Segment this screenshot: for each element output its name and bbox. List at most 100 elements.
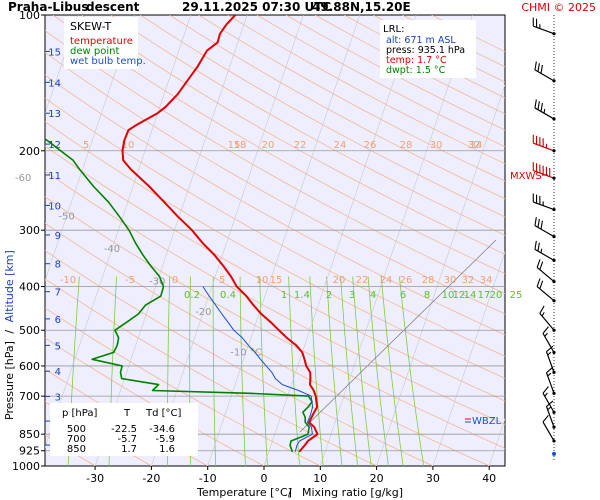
isotherm: [320, 15, 473, 466]
level-table-header-td: Td [°C]: [145, 408, 182, 419]
wind-barb-feather: [546, 366, 554, 374]
mixing-ratio-line: [340, 276, 359, 466]
dry-adiabat: [81, 15, 505, 255]
wind-barb-feather: [542, 386, 549, 394]
wind-barb: [542, 326, 556, 355]
level-table-header-p: p [hPa]: [62, 408, 97, 419]
mixing-ratio-label: 4: [370, 290, 376, 301]
mixing-ratio-line: [352, 276, 372, 466]
dry-adiabat: [140, 15, 505, 218]
wind-barb-half-feather: [543, 108, 546, 114]
pressure-tick-label: 1000: [12, 460, 40, 473]
wind-barb-station-dot: [552, 328, 556, 332]
legend-temperature: temperature: [70, 36, 133, 47]
wind-barb: [536, 259, 556, 284]
altitude-tick-label: 12: [48, 140, 61, 151]
wind-barb-half-feather: [544, 332, 548, 337]
dry-adiabat: [45, 196, 505, 449]
x-axis-title-sep: /: [288, 486, 292, 499]
y-axis-title: Pressure [hPa] / Altitude [km]: [3, 250, 16, 420]
mixing-ratio-label: 1.4: [294, 290, 310, 301]
wind-barb-station-dot: [552, 32, 556, 36]
copyright: CHMI © 2025: [521, 1, 596, 14]
level-table-cell: -5.7: [117, 434, 137, 445]
wetbulb-line: [202, 286, 314, 452]
wind-barb-station-dot: [552, 425, 556, 429]
temperature-tick-label: 0: [261, 472, 268, 485]
wind-barb-half-feather: [541, 312, 545, 317]
wind-barb-surface-dot: [552, 451, 556, 456]
level-table-cell: 1.7: [121, 444, 137, 455]
wind-barb-feather: [537, 101, 540, 110]
dry-adiabat-label: 28: [422, 275, 435, 286]
wind-barb-feather: [539, 280, 544, 289]
altitude-tick-label: 7: [55, 288, 61, 299]
mixing-ratio-label: 14: [464, 290, 477, 301]
level-table-cell: -22.5: [111, 424, 137, 435]
altitude-tick-label: 9: [55, 231, 61, 242]
lrl-press: press: 935.1 hPa: [386, 45, 465, 56]
dry-adiabat-label: 32: [468, 140, 481, 151]
isotherm: [45, 15, 79, 115]
lrl-dwpt: dwpt: 1.5 °C: [386, 65, 446, 76]
wind-barb-half-feather: [547, 406, 552, 411]
wind-barb-feather: [537, 242, 540, 252]
wind-barb-feather: [546, 400, 554, 407]
altitude-tick-label: 3: [55, 392, 61, 403]
parcel-guide-line: [299, 239, 497, 433]
mxws-marker-label: MXWS: [510, 171, 542, 182]
wind-barb-half-feather: [547, 372, 552, 377]
wind-barb: [532, 162, 556, 180]
lrl-title: LRL:: [383, 24, 404, 35]
wind-barb: [545, 400, 556, 429]
dry-adiabat-label: 28: [400, 140, 413, 151]
dry-adiabat-label: 22: [294, 140, 307, 151]
wind-barb-shaft: [534, 248, 555, 261]
mixing-ratio-label: 17: [478, 290, 491, 301]
station-name: Praha-Libus: [8, 0, 88, 14]
wind-barb-feather: [546, 345, 554, 353]
sounding-mode: descent: [86, 0, 140, 14]
wind-barb: [534, 61, 556, 83]
lrl-info: LRL: alt: 671 m ASL press: 935.1 hPa tem…: [380, 20, 476, 78]
mixing-ratio-label: 2: [326, 290, 332, 301]
wind-barb-shaft: [536, 286, 555, 302]
wind-barb-half-feather: [547, 351, 552, 356]
wind-barb-shaft: [539, 312, 555, 331]
temperature-tick-label: 30: [426, 472, 440, 485]
lrl-temp: temp: 1.7 °C: [386, 55, 447, 66]
wind-barb-half-feather: [544, 392, 548, 397]
wind-barb-station-dot: [552, 370, 556, 374]
mixing-ratio-label: 20: [490, 290, 503, 301]
mixing-ratio-line: [259, 276, 268, 466]
wind-barb: [545, 345, 556, 374]
wind-barb-shaft: [545, 372, 555, 394]
wind-barb: [532, 134, 556, 153]
wind-barb-feather: [537, 218, 540, 228]
dry-adiabat-label: 24: [334, 140, 347, 151]
wind-barb: [534, 99, 556, 121]
dry-adiabat-label: 34: [480, 275, 493, 286]
isotherm-label: -20: [195, 307, 211, 318]
wind-barb: [542, 414, 556, 443]
pressure-tick-label: 100: [19, 9, 40, 22]
isotherm-label: -60: [15, 173, 31, 184]
dry-adiabat: [52, 15, 505, 275]
wind-barb-shaft: [542, 421, 555, 442]
temperature-tick-label: 20: [370, 472, 384, 485]
wind-barb-station-dot: [552, 117, 556, 121]
wind-barb-station-dot: [552, 299, 556, 303]
wind-barb-station-dot: [552, 235, 556, 239]
level-table-cell: 700: [67, 434, 86, 445]
dry-adiabat: [45, 278, 378, 466]
dry-adiabat-label: 0: [172, 275, 178, 286]
dry-adiabat-label: -10: [60, 275, 76, 286]
isotherm: [376, 84, 505, 466]
temperature-tick-label: -30: [86, 472, 104, 485]
dry-adiabat-label: 26: [364, 140, 377, 151]
isotherm: [94, 15, 248, 466]
background-grid: [45, 15, 505, 466]
wind-barb-feather: [540, 64, 543, 74]
pressure-tick-label: 300: [19, 224, 40, 237]
